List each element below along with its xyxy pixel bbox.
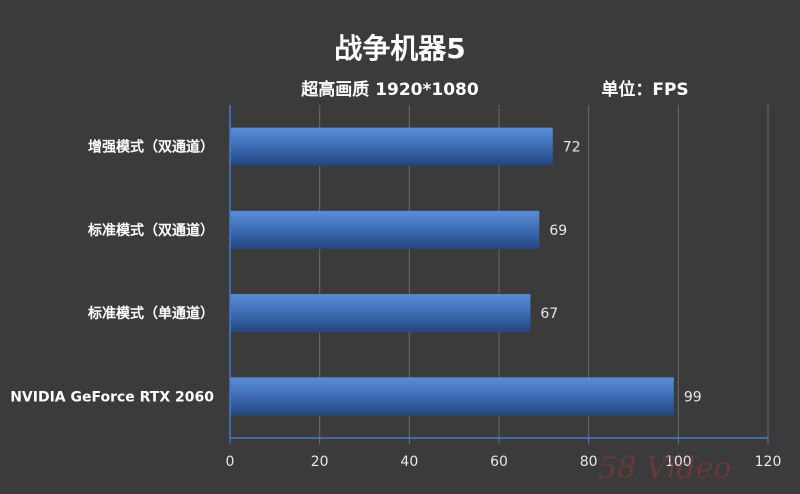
x-tick-label-60: 60 (490, 454, 508, 470)
x-tick-label-0: 0 (226, 454, 235, 470)
category-label-1: 标准模式（双通道） (87, 222, 214, 239)
bar-1 (230, 210, 540, 249)
chart-title: 战争机器5 (334, 32, 465, 65)
category-label-2: 标准模式（单通道） (87, 305, 214, 322)
x-tick-label-120: 120 (755, 454, 782, 470)
bar-3 (230, 377, 674, 416)
value-label-1: 69 (549, 223, 567, 239)
category-labels: 增强模式（双通道） 标准模式（双通道） 标准模式（单通道） NVIDIA GeForc… (10, 139, 214, 406)
value-labels: 72 69 67 99 (540, 140, 701, 406)
value-label-3: 99 (684, 389, 702, 405)
bars-group (230, 127, 674, 416)
value-label-0: 72 (563, 140, 581, 156)
x-tick-label-80: 80 (580, 454, 598, 470)
axes (229, 105, 769, 444)
bar-2 (230, 294, 531, 333)
category-label-0: 增强模式（双通道） (88, 139, 214, 156)
x-tick-label-20: 20 (311, 454, 329, 470)
chart-subtitle: 超高画质 1920*1080 (301, 79, 479, 100)
watermark: 58 Video (598, 451, 731, 486)
tick-labels: 0 20 40 60 80 100 120 (226, 454, 782, 470)
unit-label: 单位：FPS (601, 79, 688, 100)
x-tick-label-40: 40 (400, 454, 418, 470)
value-label-2: 67 (540, 306, 558, 322)
category-label-3: NVIDIA GeForce RTX 2060 (10, 389, 214, 405)
bar-0 (230, 127, 553, 166)
x-tick-label-100: 100 (665, 454, 692, 470)
